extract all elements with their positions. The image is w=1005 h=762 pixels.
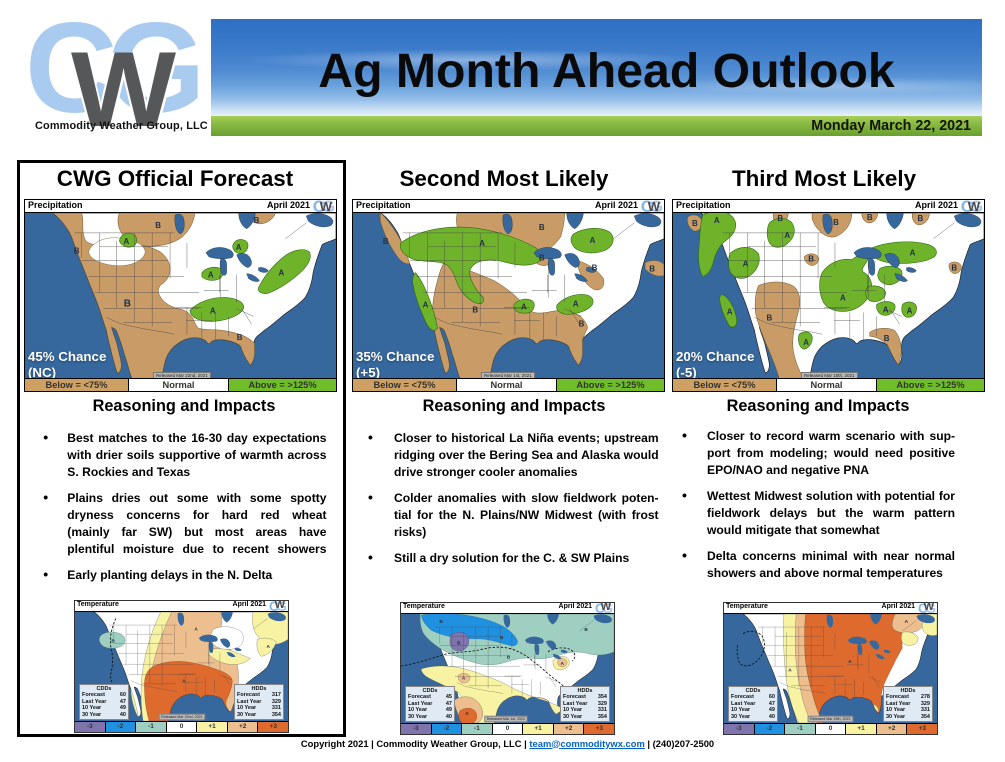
svg-text:A: A	[907, 306, 913, 315]
svg-text:B: B	[692, 219, 698, 228]
svg-text:B: B	[579, 319, 585, 328]
svg-text:B: B	[884, 334, 890, 343]
svg-text:A: A	[910, 249, 916, 258]
svg-text:A: A	[784, 231, 790, 240]
svg-text:A: A	[743, 260, 749, 269]
svg-text:B: B	[472, 305, 478, 314]
svg-text:A: A	[423, 300, 429, 309]
svg-text:A: A	[573, 299, 579, 308]
svg-text:B: B	[124, 298, 131, 309]
svg-text:A: A	[848, 659, 852, 664]
svg-text:B: B	[507, 654, 511, 659]
svg-text:B: B	[867, 213, 873, 222]
svg-text:A: A	[714, 216, 720, 225]
svg-text:B: B	[767, 313, 773, 322]
svg-text:A: A	[210, 306, 216, 315]
svg-text:A: A	[208, 271, 214, 280]
svg-text:B: B	[155, 221, 161, 230]
svg-text:A: A	[194, 626, 198, 631]
svg-text:B: B	[539, 254, 545, 263]
svg-text:B: B	[951, 264, 957, 273]
svg-text:B: B	[918, 214, 924, 223]
svg-text:B: B	[539, 223, 545, 232]
svg-text:B: B	[592, 264, 598, 273]
svg-text:B: B	[254, 216, 260, 225]
svg-text:A: A	[479, 239, 485, 248]
svg-text:A: A	[462, 675, 466, 680]
svg-text:B: B	[74, 247, 80, 256]
svg-text:A: A	[182, 679, 186, 684]
svg-text:A: A	[123, 237, 129, 246]
svg-text:B: B	[500, 635, 504, 640]
svg-text:A: A	[561, 661, 565, 666]
svg-text:A: A	[236, 243, 242, 252]
svg-text:A: A	[727, 307, 733, 316]
svg-text:A: A	[465, 711, 469, 716]
svg-text:A: A	[521, 302, 527, 311]
svg-text:A: A	[883, 305, 889, 314]
svg-text:A: A	[278, 269, 284, 278]
svg-text:B: B	[457, 641, 461, 646]
svg-text:A: A	[840, 293, 846, 302]
svg-text:B: B	[833, 218, 839, 227]
svg-text:A: A	[590, 236, 596, 245]
svg-text:A: A	[267, 644, 271, 649]
svg-text:B: B	[383, 237, 389, 246]
svg-text:B: B	[111, 639, 115, 644]
svg-text:B: B	[649, 265, 655, 274]
svg-text:B: B	[439, 619, 443, 624]
svg-text:A: A	[788, 668, 792, 673]
svg-text:B: B	[808, 255, 814, 264]
svg-text:B: B	[237, 333, 243, 342]
svg-text:A: A	[905, 619, 909, 624]
svg-text:A: A	[803, 338, 809, 347]
svg-text:B: B	[777, 214, 783, 223]
svg-text:B: B	[584, 627, 588, 632]
